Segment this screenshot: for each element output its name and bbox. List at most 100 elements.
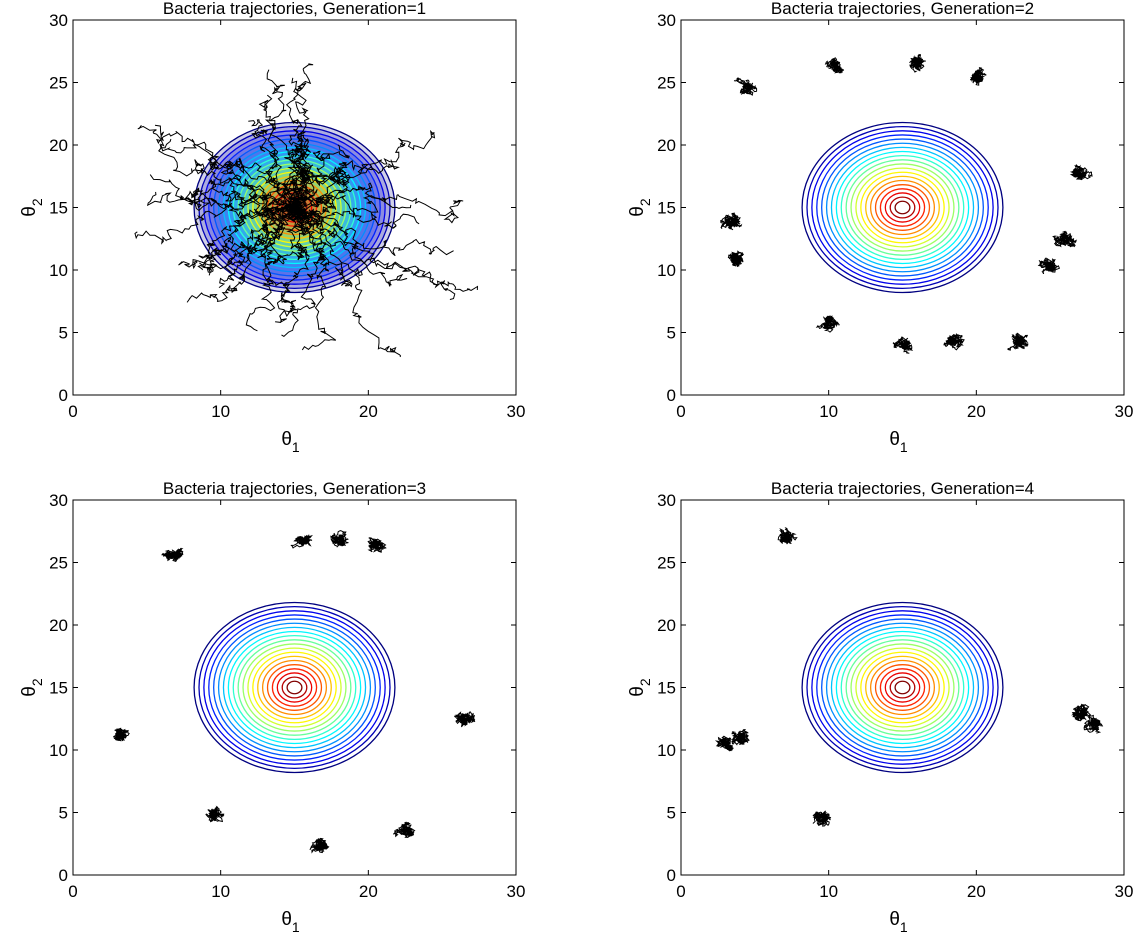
y-tick-label: 5 — [59, 804, 68, 823]
y-tick-label: 30 — [657, 11, 676, 30]
trajectory — [266, 69, 307, 211]
trajectory — [294, 207, 456, 300]
y-tick-label: 30 — [657, 491, 676, 510]
y-tick-label: 5 — [59, 324, 68, 343]
trajectory — [262, 207, 297, 323]
axes-box — [72, 499, 517, 876]
trajectory — [733, 77, 758, 95]
x-tick-label: 20 — [967, 402, 986, 421]
y-tick-label: 20 — [49, 136, 68, 155]
subplot-gen-2: 0 10 20 30 0 5 10 15 20 25 30 Bacteria trajectories… — [627, 0, 1133, 455]
plot-area — [720, 53, 1093, 354]
contour-level — [816, 134, 989, 281]
contour-level — [208, 614, 381, 761]
contour-level — [825, 142, 980, 273]
x-axis-label-subscript: 1 — [900, 919, 908, 935]
trajectory — [1072, 706, 1092, 721]
trajectory — [218, 198, 295, 289]
trajectory — [164, 547, 184, 562]
contour-level — [821, 618, 984, 757]
y-tick-label: 15 — [49, 199, 68, 218]
trajectory — [458, 711, 476, 724]
trajectory — [113, 727, 130, 742]
contour-level — [237, 639, 352, 736]
contour-level — [811, 130, 994, 285]
contour-level — [860, 171, 945, 244]
x-tick-label: 30 — [507, 402, 526, 421]
contour-levels — [801, 121, 1004, 294]
x-axis-label: θ1 — [281, 909, 300, 935]
contour-level — [276, 672, 313, 703]
contour-level — [874, 664, 931, 711]
plot-area — [714, 527, 1104, 827]
y-tick-label: 0 — [59, 386, 68, 405]
contour-level — [894, 680, 911, 695]
contour-level — [830, 146, 975, 269]
contour-level — [821, 138, 984, 277]
y-tick-label: 5 — [667, 804, 676, 823]
trajectory — [720, 212, 741, 231]
contour-level — [869, 179, 936, 236]
x-tick-label: 10 — [211, 402, 230, 421]
contour-level — [879, 668, 926, 707]
contour-level — [865, 655, 940, 720]
trajectory — [205, 805, 225, 823]
contour-level — [227, 630, 362, 745]
x-tick-label: 10 — [819, 402, 838, 421]
x-axis-label-subscript: 1 — [292, 439, 300, 455]
x-tick-label: 0 — [68, 882, 77, 901]
trajectory — [290, 77, 318, 210]
x-axis-label-symbol: θ — [889, 429, 900, 450]
subplot-title: Bacteria trajectories, Generation=2 — [771, 0, 1034, 18]
y-tick-label: 15 — [657, 679, 676, 698]
contour-level — [865, 175, 940, 240]
trajectories — [134, 63, 479, 358]
subplot-gen-4: 0 10 20 30 0 5 10 15 20 25 30 Bacteria trajectories… — [627, 479, 1133, 935]
trajectory — [258, 94, 302, 208]
contour-level — [884, 672, 921, 703]
y-tick-label: 10 — [657, 261, 676, 280]
trajectory — [260, 207, 308, 265]
trajectory — [293, 207, 408, 287]
trajectory — [944, 334, 965, 351]
subplot-gen-3: 0 10 20 30 0 5 10 15 20 25 30 Bacteria trajectories… — [19, 479, 525, 935]
y-tick-label: 25 — [657, 554, 676, 573]
axes-box — [680, 499, 1125, 876]
contour-level — [247, 647, 342, 728]
trajectory — [1007, 332, 1029, 351]
contour-level — [840, 635, 965, 740]
trajectory — [159, 138, 295, 209]
contour-level — [860, 651, 945, 724]
contour-level — [801, 121, 1004, 294]
contour-level — [894, 200, 911, 215]
trajectory — [727, 252, 744, 267]
x-axis-label-subscript: 1 — [900, 439, 908, 455]
x-axis-label: θ1 — [889, 429, 908, 455]
trajectory — [311, 837, 330, 854]
contour-level — [271, 668, 318, 707]
y-tick-label: 20 — [657, 616, 676, 635]
y-tick-label: 30 — [49, 491, 68, 510]
y-axis-label: θ2 — [627, 198, 653, 217]
contour-level — [252, 651, 337, 724]
contour-level — [266, 664, 323, 711]
contour-level — [835, 150, 970, 265]
x-tick-label: 20 — [967, 882, 986, 901]
y-tick-label: 15 — [49, 679, 68, 698]
contour-level — [811, 610, 994, 765]
contour-level — [830, 626, 975, 749]
trajectory — [812, 810, 832, 827]
contour-level — [869, 659, 936, 716]
trajectory — [829, 61, 845, 74]
subplot-gen-1: 0 10 20 30 0 5 10 15 20 25 30 Bacteria trajectories… — [19, 0, 525, 455]
y-tick-label: 10 — [657, 741, 676, 760]
contour-level — [855, 647, 950, 728]
trajectory — [294, 194, 412, 218]
contour-level — [835, 630, 970, 745]
trajectory — [276, 204, 310, 318]
trajectory — [245, 203, 300, 332]
trajectory — [1052, 234, 1076, 248]
x-tick-label: 30 — [1115, 402, 1134, 421]
contour-level — [222, 626, 367, 749]
